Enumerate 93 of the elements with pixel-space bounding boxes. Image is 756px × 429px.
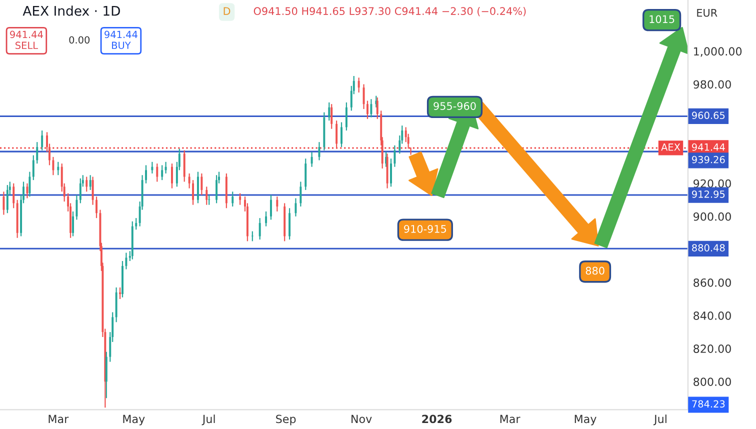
candlestick xyxy=(390,158,392,188)
candlestick xyxy=(366,100,368,120)
candlestick xyxy=(86,176,88,192)
x-tick-label: Nov xyxy=(352,414,372,424)
candlestick xyxy=(370,98,372,118)
x-tick-label: Sep xyxy=(276,414,296,426)
candlestick xyxy=(171,162,173,189)
candlestick xyxy=(258,218,261,240)
candlestick xyxy=(41,130,44,151)
candlestick xyxy=(330,104,333,130)
ref-line-label: 880.48 xyxy=(692,244,725,252)
text: 784.23 xyxy=(692,400,725,408)
y-tick-label: 920.00 xyxy=(694,179,731,188)
candlestick xyxy=(2,191,5,216)
x-tick-label: Mar xyxy=(500,414,520,424)
candlestick xyxy=(76,194,78,220)
candlestick xyxy=(6,184,8,214)
candlestick xyxy=(328,102,330,122)
candlestick xyxy=(36,142,38,164)
y-tick-label: 1,000.00 xyxy=(694,47,742,57)
candlestick xyxy=(216,174,218,204)
annotation: AEX xyxy=(661,144,680,151)
candlestick xyxy=(92,176,94,206)
candlestick xyxy=(161,164,164,181)
candlestick xyxy=(32,154,34,181)
candlestick xyxy=(145,164,147,184)
ref-line-label: 939.26 xyxy=(692,156,725,164)
candlestick xyxy=(28,171,31,198)
candlestick xyxy=(239,192,242,206)
x-tick-label: 2026 xyxy=(422,414,452,424)
x-tick-label: May xyxy=(123,414,145,426)
y-tick-label: 840.00 xyxy=(694,312,731,320)
annotation: 0.00 xyxy=(69,36,90,44)
candlestick xyxy=(265,210,268,227)
candlestick xyxy=(288,208,291,240)
ref-line-label: 912.95 xyxy=(692,190,725,198)
y-tick-label: 900.00 xyxy=(694,212,731,221)
candlestick xyxy=(12,182,15,209)
candlestick xyxy=(208,194,210,206)
annotation: 941.44 BUY xyxy=(104,30,138,50)
annotation: D xyxy=(224,7,230,15)
y-tick-label: 860.00 xyxy=(694,278,731,287)
x-tick-label: Jul xyxy=(653,414,666,426)
annotation: 955-960 xyxy=(434,102,476,110)
candlestick xyxy=(345,102,348,132)
candlestick xyxy=(151,161,154,174)
candlestick xyxy=(156,162,158,182)
candlestick xyxy=(200,172,203,196)
text: EUR xyxy=(697,9,718,17)
candlestick xyxy=(183,150,186,182)
candlestick xyxy=(276,196,278,212)
candlestick xyxy=(336,120,338,150)
candlestick xyxy=(232,191,234,208)
annotation: 1015 xyxy=(650,15,674,24)
y-tick-label: 980.00 xyxy=(694,80,731,89)
candlestick xyxy=(206,186,208,206)
ref-line-label: 941.44 xyxy=(692,143,725,151)
candlestick xyxy=(294,198,297,217)
candlestick xyxy=(340,122,342,148)
candlestick xyxy=(89,174,92,191)
x-tick-label: Mar xyxy=(48,414,69,424)
ref-line-label: 960.65 xyxy=(692,112,725,120)
candlestick xyxy=(270,194,272,220)
candlestick xyxy=(72,210,74,237)
y-tick-label: 800.00 xyxy=(694,378,731,386)
candlestick xyxy=(57,161,60,176)
annotation: 941.44 SELL xyxy=(10,30,43,50)
annotation: 910-915 xyxy=(404,224,446,233)
candlestick xyxy=(394,144,396,168)
candlestick xyxy=(304,158,307,191)
candlestick xyxy=(135,218,138,230)
candlestick xyxy=(310,151,313,168)
candlestick xyxy=(125,252,128,270)
candlestick xyxy=(196,171,199,204)
candlestick xyxy=(251,230,254,242)
x-tick-label: Jul xyxy=(202,414,215,426)
candlestick xyxy=(119,286,122,300)
candlestick xyxy=(358,77,360,94)
chart-title: AEX Index · 1D xyxy=(22,6,120,16)
candlestick xyxy=(300,181,302,208)
x-tick-label: May xyxy=(574,414,596,426)
candlestick xyxy=(362,84,365,110)
candlestick xyxy=(52,156,54,176)
candlestick xyxy=(188,172,190,189)
candlestick xyxy=(79,178,82,204)
candlestick xyxy=(318,142,320,161)
annotation: 880 xyxy=(586,266,604,275)
candlestick xyxy=(192,180,194,206)
candlestick xyxy=(164,161,167,174)
text: O941.50 H941.65 L937.30 C941.44 −2.30 (−0.24%) xyxy=(254,6,526,16)
y-tick-label: 820.00 xyxy=(694,344,731,353)
candlestick xyxy=(26,182,28,199)
candlestick xyxy=(96,196,98,219)
